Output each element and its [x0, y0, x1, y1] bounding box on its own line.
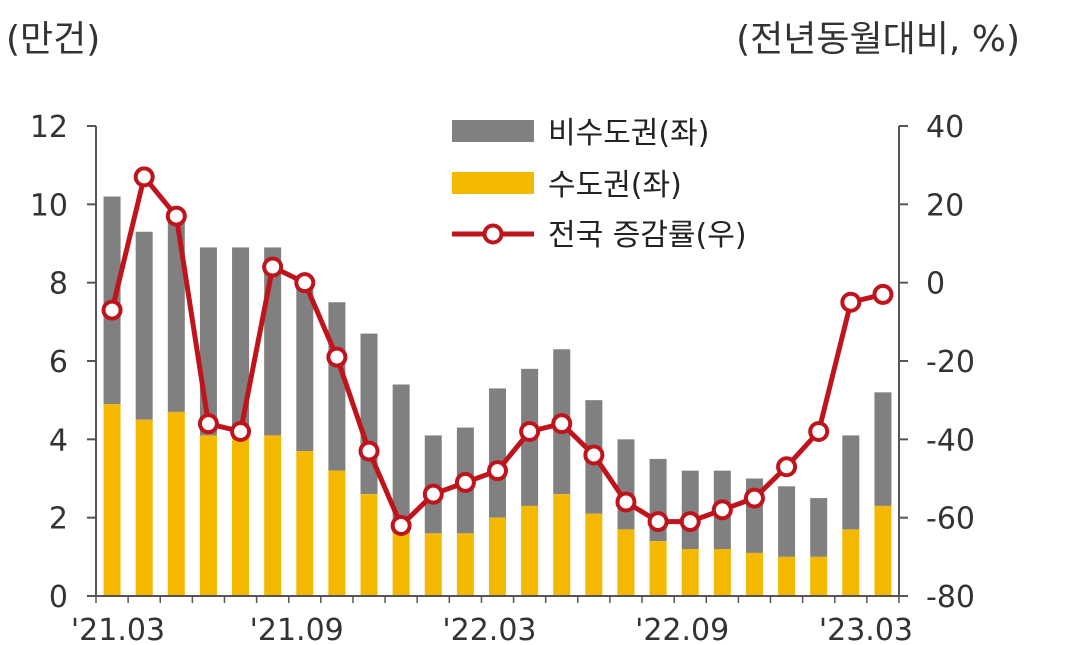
legend-swatch-non-capital: [452, 120, 534, 142]
growth-rate-point: [133, 166, 155, 188]
bar-capital: [810, 556, 828, 596]
bar-non-capital: [296, 282, 314, 452]
growth-rate-point: [808, 421, 830, 442]
bar-non-capital: [842, 435, 860, 530]
growth-rate-point: [743, 487, 765, 509]
growth-rate-point: [262, 256, 284, 278]
bar-non-capital: [328, 302, 346, 471]
right-tick-label: 0: [926, 267, 945, 302]
bar-capital: [103, 404, 121, 596]
bar-non-capital: [392, 384, 410, 534]
bar-capital: [489, 517, 506, 596]
bar-capital: [521, 505, 539, 596]
legend-swatch-marker: [482, 223, 504, 245]
x-tick-label: '22.09: [635, 613, 729, 645]
growth-rate-point: [776, 456, 798, 478]
bar-non-capital: [681, 470, 699, 549]
growth-rate-point: [711, 499, 733, 521]
growth-rate-point: [551, 413, 573, 435]
x-tick-label: '23.03: [819, 613, 913, 645]
bar-capital: [713, 549, 731, 596]
bar-capital: [617, 529, 635, 596]
right-tick-label: -40: [926, 423, 975, 458]
bar-capital: [649, 541, 667, 596]
left-tick-label: 6: [49, 345, 68, 380]
growth-rate-point: [101, 299, 123, 321]
bar-capital: [296, 451, 314, 596]
left-tick-label: 0: [49, 580, 68, 615]
bar-capital: [199, 435, 217, 596]
growth-rate-point: [326, 346, 348, 368]
bar-non-capital: [135, 231, 153, 420]
bar-non-capital: [617, 439, 635, 530]
left-tick-label: 8: [49, 267, 68, 302]
growth-rate-point: [358, 440, 380, 462]
right-axis-unit: (전년동월대비, %): [736, 19, 1020, 60]
legend-label-non-capital: 비수도권(좌): [548, 116, 709, 151]
x-tick-label: '21.09: [250, 613, 344, 645]
left-tick-label: 2: [49, 502, 68, 537]
bar-capital: [360, 494, 378, 596]
left-axis-unit: (만건): [6, 19, 101, 60]
growth-rate-point: [647, 511, 669, 533]
left-tick-label: 10: [30, 188, 68, 223]
growth-rate-point: [615, 491, 637, 513]
bar-capital: [745, 552, 763, 596]
bar-capital: [392, 533, 410, 596]
bar-non-capital: [232, 247, 250, 432]
bar-capital: [778, 556, 796, 596]
bar-non-capital: [810, 498, 828, 557]
legend-label-capital: 수도권(좌): [548, 168, 682, 203]
bar-capital: [232, 431, 250, 596]
bar-non-capital: [167, 220, 185, 412]
right-tick-label: -60: [926, 502, 975, 537]
growth-rate-point: [165, 205, 187, 227]
bar-capital: [681, 549, 699, 596]
bar-non-capital: [874, 392, 892, 506]
growth-rate-point: [454, 471, 476, 493]
bar-capital: [424, 533, 442, 596]
growth-rate-point: [487, 460, 508, 482]
growth-rate-point: [230, 421, 252, 442]
right-tick-label: 20: [926, 188, 964, 223]
bar-non-capital: [489, 388, 506, 518]
legend-label-growth: 전국 증감률(우): [548, 218, 747, 253]
growth-rate-point: [390, 515, 412, 536]
growth-rate-point: [679, 511, 701, 533]
left-tick-label: 4: [49, 423, 68, 458]
growth-rate-point: [840, 291, 862, 313]
right-tick-label: 40: [926, 110, 964, 145]
x-tick-label: '21.03: [71, 613, 165, 645]
bar-non-capital: [199, 247, 217, 436]
left-tick-label: 12: [30, 110, 68, 145]
growth-rate-point: [197, 413, 219, 435]
growth-rate-point: [294, 272, 316, 294]
bar-capital: [842, 529, 860, 596]
bar-capital: [328, 470, 346, 596]
growth-rate-point: [872, 283, 894, 305]
growth-rate-point: [422, 483, 444, 505]
bar-capital: [456, 533, 474, 596]
x-tick-label: '22.03: [442, 613, 536, 645]
growth-rate-point: [519, 421, 541, 442]
bar-capital: [585, 513, 603, 596]
bar-capital: [264, 435, 282, 596]
bar-capital: [874, 505, 892, 596]
bar-non-capital: [778, 486, 796, 557]
right-tick-label: -20: [926, 345, 975, 380]
growth-rate-point: [583, 444, 605, 466]
right-tick-label: -80: [926, 580, 975, 615]
legend-swatch-capital: [452, 172, 534, 194]
bar-capital: [135, 419, 153, 596]
bar-capital: [553, 494, 571, 596]
bar-capital: [167, 411, 185, 596]
